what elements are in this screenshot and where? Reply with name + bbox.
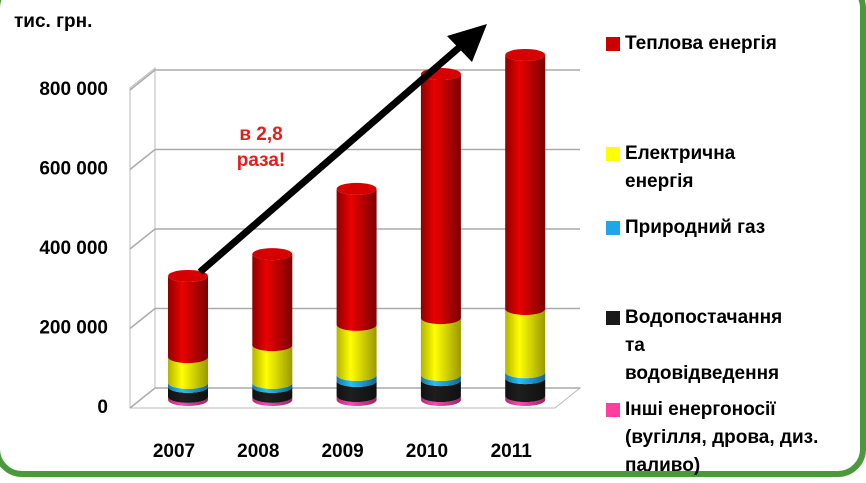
bar-segment [420,74,461,325]
legend-swatch [606,221,620,235]
bar-segment [168,382,208,393]
legend-label: Природний газ [625,217,766,238]
bar-segment [252,254,293,352]
bar-segment [168,396,208,406]
bar-segment [505,396,546,407]
annotation: в 2,8 раза! [236,124,286,171]
x-tick-label: 2011 [491,441,533,462]
legend-swatch [606,311,620,325]
bar-cap [168,269,208,282]
bar-segment [168,357,208,389]
trend-arrow [197,42,465,275]
legend-label: Електрична енергія [625,143,736,192]
legend-swatch [606,37,620,51]
bar-segment [420,318,461,381]
y-tick-label: 800 000 [39,79,108,100]
bar-segment [252,396,293,406]
legend-label: Водопостачання та водовідведення [625,307,783,384]
y-tick-label: 200 000 [39,318,108,339]
y-tick-label: 600 000 [39,159,108,180]
bar-cap [505,48,546,61]
x-tick-label: 2008 [237,441,279,462]
legend-label: Теплова енергія [625,33,777,54]
legend-item: Електрична енергія [606,140,846,196]
x-tick-label: 2009 [321,441,363,462]
arrow-head [447,24,487,62]
bar-segment [336,188,377,331]
bar-segment [336,374,377,387]
legend-item: Теплова енергія [606,30,846,58]
bar-segment [252,382,293,393]
legend-item: Інші енергоносії (вугілля, дрова, диз. п… [606,396,846,480]
bar-cap [336,182,377,195]
legend-item: Природний газ [606,214,846,242]
bar-segment [252,345,293,389]
y-tick-label: 0 [97,397,108,418]
bar-cap [252,248,293,261]
legend-item: Водопостачання та водовідведення [606,304,846,388]
bar-segment [505,372,546,385]
bar-segment [252,386,293,403]
legend-label: Інші енергоносії (вугілля, дрова, диз. п… [625,399,819,476]
x-tick-label: 2010 [406,441,448,462]
bar-segment [420,396,461,407]
x-tick-label: 2007 [153,441,195,462]
bar-segment [336,396,377,407]
y-axis-label: тис. грн. [14,11,92,32]
bar-segment [420,380,461,403]
bar-segment [505,54,546,315]
bar-segment [168,386,208,403]
legend-swatch [606,147,620,161]
bar-segment [505,308,546,379]
bar-segment [168,275,208,364]
bar-segment [505,378,546,403]
bar-segment [336,380,377,403]
legend-swatch [606,403,620,417]
bar-segment [336,324,377,381]
y-tick-label: 400 000 [39,238,108,259]
bar-segment [420,374,461,387]
